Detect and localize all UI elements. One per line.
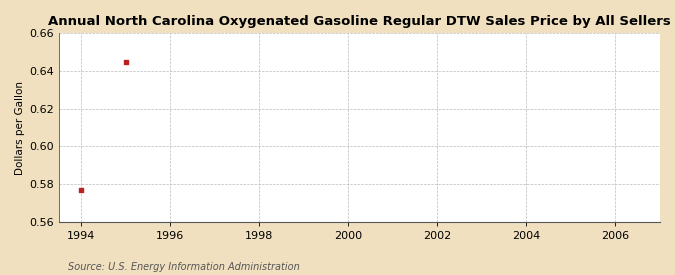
Point [76,188,86,192]
Point [120,59,131,64]
Title: Annual North Carolina Oxygenated Gasoline Regular DTW Sales Price by All Sellers: Annual North Carolina Oxygenated Gasolin… [48,15,671,28]
Y-axis label: Dollars per Gallon: Dollars per Gallon [15,81,25,175]
Text: Source: U.S. Energy Information Administration: Source: U.S. Energy Information Administ… [68,262,299,272]
